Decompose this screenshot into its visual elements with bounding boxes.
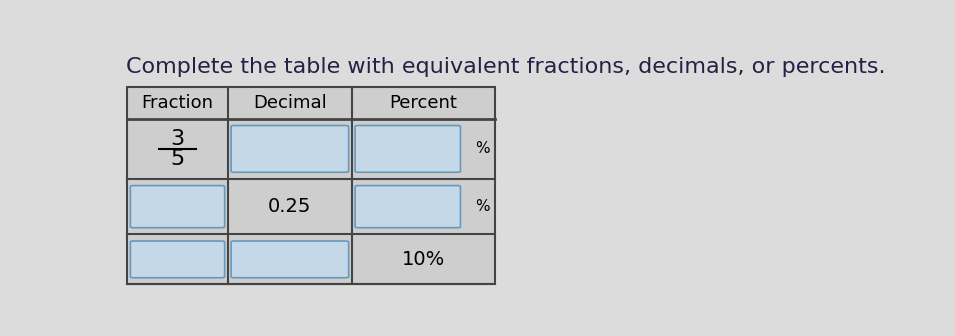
Text: Complete the table with equivalent fractions, decimals, or percents.: Complete the table with equivalent fract… (125, 57, 885, 77)
Text: Percent: Percent (390, 94, 457, 112)
Text: 5: 5 (170, 149, 184, 169)
FancyBboxPatch shape (355, 126, 460, 172)
FancyBboxPatch shape (231, 241, 349, 278)
FancyBboxPatch shape (131, 241, 224, 278)
Bar (127, 86, 496, 284)
Text: 0.25: 0.25 (268, 197, 311, 216)
Text: Fraction: Fraction (141, 94, 214, 112)
Text: 3: 3 (170, 129, 184, 149)
Text: %: % (476, 199, 490, 214)
Text: %: % (476, 141, 490, 156)
FancyBboxPatch shape (355, 185, 460, 228)
FancyBboxPatch shape (131, 185, 224, 228)
FancyBboxPatch shape (231, 126, 349, 172)
Text: 10%: 10% (402, 250, 445, 269)
Text: Decimal: Decimal (253, 94, 327, 112)
